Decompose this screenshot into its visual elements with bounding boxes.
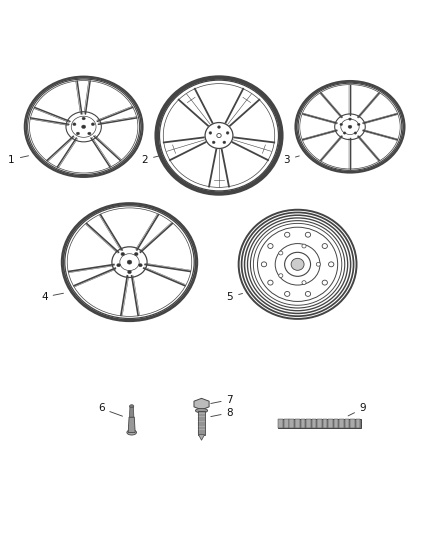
Ellipse shape	[209, 132, 212, 134]
Ellipse shape	[343, 132, 346, 134]
Bar	[339, 419, 344, 428]
Bar	[323, 419, 327, 428]
Ellipse shape	[349, 118, 351, 120]
Ellipse shape	[82, 117, 85, 120]
Ellipse shape	[279, 274, 283, 278]
Text: 4: 4	[41, 292, 64, 302]
Ellipse shape	[302, 244, 306, 248]
Text: 9: 9	[348, 403, 367, 416]
Ellipse shape	[81, 125, 86, 128]
Ellipse shape	[212, 141, 215, 144]
Ellipse shape	[261, 262, 267, 267]
Ellipse shape	[223, 141, 226, 144]
Bar	[284, 419, 289, 428]
Ellipse shape	[354, 132, 357, 134]
Text: 8: 8	[211, 408, 233, 418]
Bar	[317, 419, 322, 428]
Ellipse shape	[268, 280, 273, 285]
Ellipse shape	[357, 123, 360, 126]
Text: 7: 7	[211, 394, 233, 405]
Text: 3: 3	[283, 155, 299, 165]
Bar	[328, 419, 333, 428]
Ellipse shape	[285, 292, 290, 296]
Polygon shape	[194, 398, 209, 410]
Bar	[356, 419, 360, 428]
Ellipse shape	[138, 264, 142, 267]
Ellipse shape	[76, 132, 80, 135]
Ellipse shape	[305, 232, 311, 237]
Ellipse shape	[218, 126, 220, 128]
Ellipse shape	[130, 405, 134, 408]
Ellipse shape	[340, 123, 343, 126]
Ellipse shape	[279, 251, 283, 255]
Ellipse shape	[88, 132, 91, 135]
Ellipse shape	[322, 280, 328, 285]
Bar	[278, 419, 361, 429]
Ellipse shape	[305, 292, 311, 296]
Bar	[306, 419, 311, 428]
Ellipse shape	[322, 244, 328, 248]
Bar	[290, 419, 294, 428]
Text: 5: 5	[226, 292, 243, 302]
Ellipse shape	[328, 262, 334, 267]
Bar	[295, 419, 300, 428]
Ellipse shape	[127, 260, 132, 264]
Ellipse shape	[226, 132, 229, 134]
Ellipse shape	[268, 244, 273, 248]
Ellipse shape	[291, 259, 304, 270]
Bar	[334, 419, 338, 428]
Text: 2: 2	[141, 155, 159, 165]
Ellipse shape	[121, 253, 125, 256]
Polygon shape	[130, 406, 134, 417]
Ellipse shape	[91, 123, 95, 126]
Ellipse shape	[302, 281, 306, 285]
Polygon shape	[198, 434, 205, 440]
Bar	[279, 419, 283, 428]
Polygon shape	[128, 417, 135, 432]
Text: 6: 6	[98, 403, 123, 416]
Bar	[350, 419, 355, 428]
Bar	[311, 419, 316, 428]
Polygon shape	[198, 410, 205, 434]
Ellipse shape	[73, 123, 76, 126]
Bar	[300, 419, 305, 428]
Ellipse shape	[348, 125, 352, 128]
Bar	[345, 419, 350, 428]
Ellipse shape	[134, 253, 138, 256]
Ellipse shape	[127, 430, 137, 435]
Text: 1: 1	[8, 155, 28, 165]
Ellipse shape	[127, 270, 131, 274]
Ellipse shape	[285, 232, 290, 237]
Ellipse shape	[217, 133, 221, 138]
Ellipse shape	[195, 408, 208, 413]
Ellipse shape	[117, 264, 120, 267]
Ellipse shape	[316, 262, 321, 266]
